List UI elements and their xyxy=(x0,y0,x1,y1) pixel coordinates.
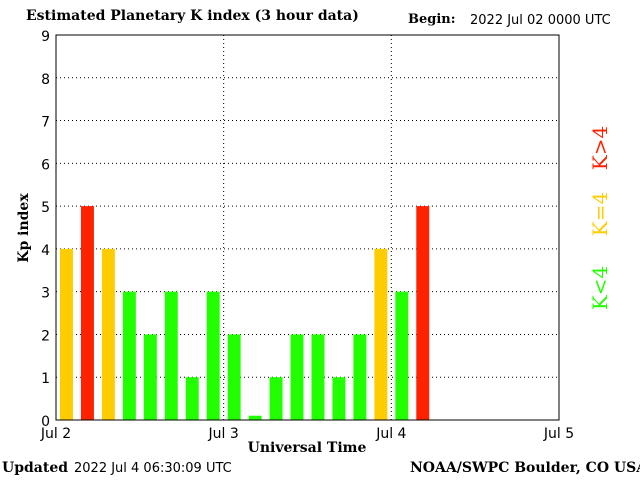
y-tick-label: 4 xyxy=(41,243,50,259)
y-tick-label: 1 xyxy=(41,371,50,387)
begin-label: Begin: xyxy=(408,12,456,27)
y-tick-labels: 0 1 2 3 4 5 6 7 8 9 xyxy=(41,29,50,430)
kp-bar xyxy=(353,334,367,420)
y-tick-label: 2 xyxy=(41,328,50,344)
kp-bar xyxy=(80,206,94,420)
kp-bar xyxy=(332,377,346,420)
y-tick-label: 3 xyxy=(41,286,50,302)
x-axis-label: Universal Time xyxy=(248,440,367,456)
legend-entry: K=4 xyxy=(588,192,612,236)
updated-label: Updated xyxy=(2,460,69,476)
x-tick-label: Jul 3 xyxy=(208,426,239,442)
y-tick-label: 8 xyxy=(41,72,50,88)
chart-title: Estimated Planetary K index (3 hour data… xyxy=(26,8,359,24)
kp-bar xyxy=(60,248,73,420)
y-tick-label: 9 xyxy=(41,29,50,45)
x-tick-label: Jul 2 xyxy=(40,426,71,442)
kp-bar xyxy=(185,377,199,420)
grid-lines xyxy=(56,34,559,420)
x-tick-labels: Jul 2 Jul 3 Jul 4 Jul 5 xyxy=(40,426,574,442)
kp-bar xyxy=(122,291,136,420)
bars xyxy=(60,206,430,420)
kp-bar xyxy=(143,334,157,420)
y-tick-label: 5 xyxy=(41,200,50,216)
x-tick-label: Jul 4 xyxy=(375,426,406,442)
y-tick-label: 0 xyxy=(41,414,50,430)
begin-value: 2022 Jul 02 0000 UTC xyxy=(470,13,611,28)
kp-bar xyxy=(374,248,388,420)
kp-bar xyxy=(290,334,304,420)
legend: K<4 K=4 K>4 xyxy=(588,126,612,310)
kp-bar xyxy=(206,291,220,420)
y-axis-label: Kp index xyxy=(16,193,32,263)
y-tick-label: 6 xyxy=(41,157,50,173)
kp-bar xyxy=(101,248,115,420)
y-tick-label: 7 xyxy=(41,115,50,131)
credit-text: NOAA/SWPC Boulder, CO USA xyxy=(410,460,640,476)
legend-entry: K<4 xyxy=(588,266,612,310)
kp-bar xyxy=(311,334,325,420)
kp-bar xyxy=(395,291,409,420)
kp-bar xyxy=(248,415,262,420)
x-tick-label: Jul 5 xyxy=(543,426,574,442)
kp-bar xyxy=(227,334,241,420)
plot-frame xyxy=(55,34,560,421)
kp-bar xyxy=(164,291,178,420)
updated-value: 2022 Jul 4 06:30:09 UTC xyxy=(74,461,232,476)
kp-bar xyxy=(269,377,283,420)
legend-entry: K>4 xyxy=(588,126,612,170)
kp-bar xyxy=(416,206,430,420)
